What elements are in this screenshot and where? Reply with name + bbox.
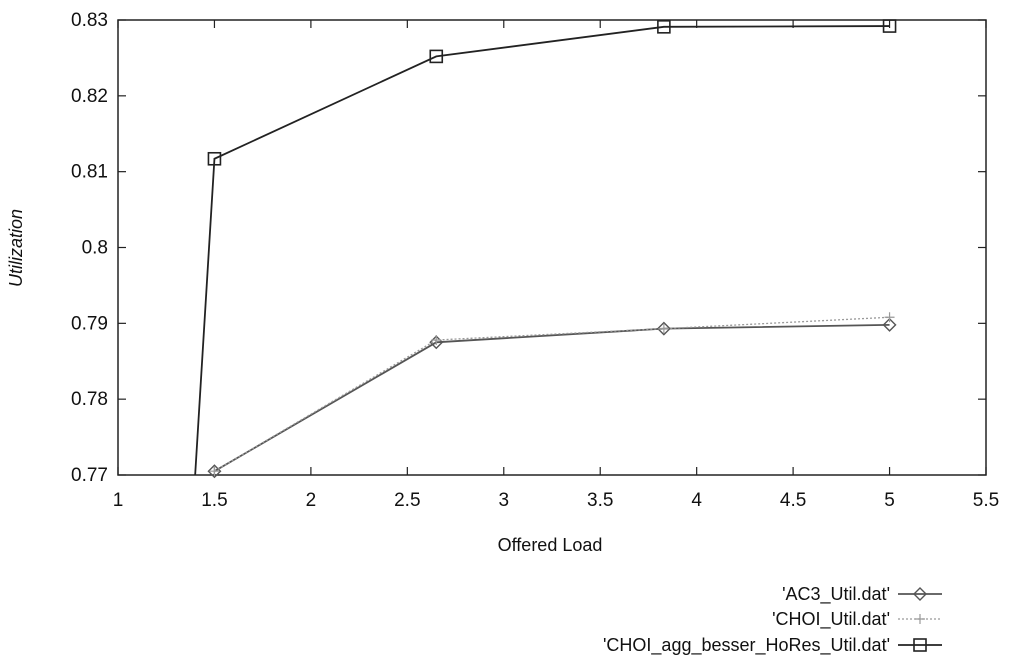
x-tick-label-4: 3 [498, 490, 509, 511]
plot-frame [117, 19, 987, 476]
x-tick-label-6: 4 [691, 490, 702, 511]
series-2-point-2 [429, 49, 444, 64]
y-tick-label-6: 0.83 [71, 10, 108, 31]
x-axis-title: Offered Load [498, 535, 603, 555]
series-2-point-1 [207, 151, 222, 166]
legend-marker-2 [913, 638, 927, 652]
y-tick-label-0: 0.77 [71, 465, 108, 486]
series-0-point-3 [882, 317, 897, 332]
legend-label-0: 'AC3_Util.dat' [782, 584, 890, 605]
series-1 [209, 312, 895, 477]
y-axis: 0.77 0.78 0.79 0.8 0.81 0.82 0.83 [71, 10, 986, 486]
y-tick-label-4: 0.81 [71, 162, 108, 183]
y-tick-label-2: 0.79 [71, 313, 108, 334]
series-1-point-1 [431, 335, 442, 346]
series-1-point-0 [209, 466, 220, 477]
y-tick-label-5: 0.82 [71, 86, 108, 107]
x-tick-label-1: 1.5 [201, 490, 227, 511]
series-0-point-2 [656, 321, 671, 336]
legend-marker-1 [915, 614, 925, 624]
x-tick-label-5: 3.5 [587, 490, 613, 511]
y-axis-title: Utilization [6, 209, 26, 287]
series-2-point-3 [657, 20, 671, 34]
series-line-0 [213, 323, 890, 472]
x-tick-label-3: 2.5 [394, 490, 420, 511]
legend-marker-0 [913, 587, 927, 601]
series-0 [207, 317, 897, 479]
y-tick-label-3: 0.8 [82, 238, 108, 259]
legend-label-1: 'CHOI_Util.dat' [772, 609, 890, 630]
series-1-point-3 [884, 312, 895, 323]
series-2 [194, 19, 897, 476]
x-tick-label-7: 4.5 [780, 490, 806, 511]
x-tick-label-8: 5 [884, 490, 895, 511]
series-line-2 [194, 25, 890, 476]
series-2-point-4 [882, 19, 897, 33]
x-tick-label-0: 1 [113, 490, 124, 511]
y-tick-label-1: 0.78 [71, 389, 108, 410]
series-line-1 [214, 316, 890, 472]
legend-label-2: 'CHOI_agg_besser_HoRes_Util.dat' [603, 635, 890, 656]
x-tick-label-9: 5.5 [973, 490, 999, 511]
series-layer [194, 19, 897, 479]
x-tick-label-2: 2 [306, 490, 317, 511]
series-1-point-2 [658, 323, 669, 334]
legend: 'AC3_Util.dat' 'CHOI_Util.dat' 'CHOI_agg_b… [603, 584, 942, 656]
x-axis: 1 1.5 2 2.5 3 3.5 4 4.5 5 5.5 [113, 20, 999, 511]
